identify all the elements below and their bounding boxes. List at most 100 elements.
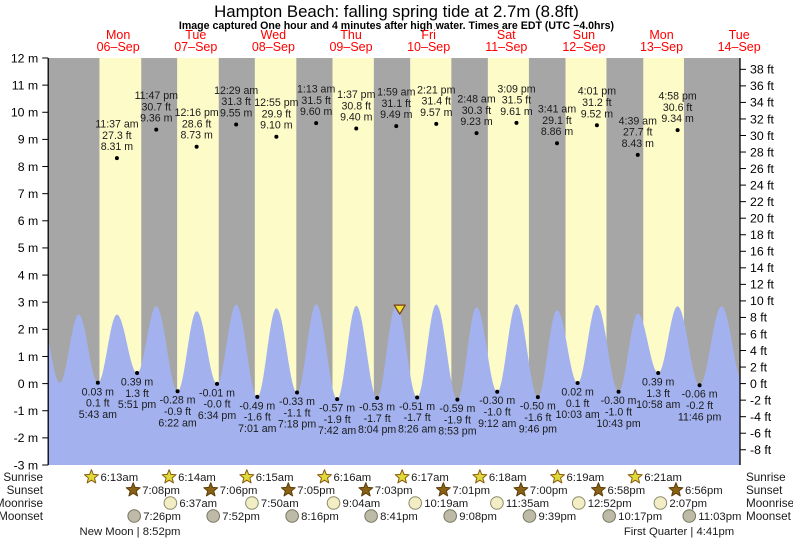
svg-text:5:43 am: 5:43 am xyxy=(79,409,117,421)
svg-text:31.1 ft: 31.1 ft xyxy=(382,98,412,110)
svg-text:7:01pm: 7:01pm xyxy=(452,485,490,497)
svg-text:34 ft: 34 ft xyxy=(750,96,775,110)
svg-text:-1.9 ft: -1.9 ft xyxy=(444,414,471,426)
svg-text:-1.1 ft: -1.1 ft xyxy=(283,407,310,419)
svg-text:9:12 am: 9:12 am xyxy=(478,418,516,430)
svg-text:38 ft: 38 ft xyxy=(750,63,775,77)
svg-text:5:51 pm: 5:51 pm xyxy=(118,399,156,411)
svg-text:26 ft: 26 ft xyxy=(750,162,775,176)
svg-text:8.43 m: 8.43 m xyxy=(622,138,655,150)
svg-text:22 ft: 22 ft xyxy=(750,195,775,209)
svg-text:7:18 pm: 7:18 pm xyxy=(278,419,316,431)
svg-text:11:37 am: 11:37 am xyxy=(95,119,139,131)
svg-text:12:55 pm: 12:55 pm xyxy=(254,97,298,109)
svg-text:11 m: 11 m xyxy=(12,78,38,92)
svg-text:6:18am: 6:18am xyxy=(489,472,527,484)
svg-text:10 m: 10 m xyxy=(11,106,38,120)
svg-text:8.73 m: 8.73 m xyxy=(180,130,213,142)
svg-text:10:19am: 10:19am xyxy=(424,498,468,510)
svg-text:First Quarter | 4:41pm: First Quarter | 4:41pm xyxy=(624,526,734,538)
svg-text:2:21 pm: 2:21 pm xyxy=(417,84,455,96)
svg-text:9:46 pm: 9:46 pm xyxy=(519,423,557,435)
svg-text:9.23 m: 9.23 m xyxy=(460,116,493,128)
svg-text:30.3 ft: 30.3 ft xyxy=(462,105,492,117)
svg-text:31.4 ft: 31.4 ft xyxy=(422,96,452,108)
svg-text:7:08pm: 7:08pm xyxy=(142,485,180,497)
svg-text:9:39pm: 9:39pm xyxy=(538,511,576,523)
svg-text:-1.9 ft: -1.9 ft xyxy=(324,414,351,426)
svg-text:6:13am: 6:13am xyxy=(100,472,138,484)
svg-text:-0.9 ft: -0.9 ft xyxy=(164,406,191,418)
svg-text:3:41 am: 3:41 am xyxy=(538,104,576,116)
svg-text:0.02 m: 0.02 m xyxy=(561,387,594,399)
svg-text:9 m: 9 m xyxy=(18,133,39,147)
svg-text:2 ft: 2 ft xyxy=(750,360,768,374)
svg-text:11:35am: 11:35am xyxy=(506,498,549,510)
svg-text:12:52pm: 12:52pm xyxy=(588,498,632,510)
svg-text:6:56pm: 6:56pm xyxy=(685,485,723,497)
svg-text:13–Sep: 13–Sep xyxy=(640,40,683,54)
svg-text:06–Sep: 06–Sep xyxy=(97,40,140,54)
svg-text:12 m: 12 m xyxy=(11,51,38,65)
svg-text:6:16am: 6:16am xyxy=(333,472,371,484)
svg-text:-2 m: -2 m xyxy=(14,431,39,445)
svg-text:10:43 pm: 10:43 pm xyxy=(596,418,640,430)
svg-text:30.7 ft: 30.7 ft xyxy=(142,101,172,113)
svg-text:Moonrise: Moonrise xyxy=(0,497,43,510)
svg-text:20 ft: 20 ft xyxy=(750,212,775,226)
svg-text:0.1 ft: 0.1 ft xyxy=(566,398,590,410)
svg-text:10:03 am: 10:03 am xyxy=(556,409,600,421)
svg-text:0.1 ft: 0.1 ft xyxy=(86,398,110,410)
svg-text:28 ft: 28 ft xyxy=(750,145,775,159)
svg-text:8 m: 8 m xyxy=(18,160,39,174)
svg-text:7 m: 7 m xyxy=(18,187,39,201)
svg-text:9.55 m: 9.55 m xyxy=(220,107,253,119)
svg-text:8:04 pm: 8:04 pm xyxy=(358,424,396,436)
svg-text:4:01 pm: 4:01 pm xyxy=(578,86,616,98)
svg-text:Sunrise: Sunrise xyxy=(3,471,43,484)
svg-text:7:26pm: 7:26pm xyxy=(143,511,181,523)
svg-text:1 m: 1 m xyxy=(18,350,39,364)
svg-text:29.9 ft: 29.9 ft xyxy=(262,108,292,120)
svg-text:10 ft: 10 ft xyxy=(750,294,775,308)
svg-text:31.3 ft: 31.3 ft xyxy=(221,96,251,108)
svg-text:12 ft: 12 ft xyxy=(750,278,775,292)
svg-text:8 ft: 8 ft xyxy=(750,311,768,325)
svg-text:6 m: 6 m xyxy=(18,214,39,228)
svg-text:4 m: 4 m xyxy=(18,268,39,282)
svg-text:10–Sep: 10–Sep xyxy=(407,40,450,54)
svg-text:0 ft: 0 ft xyxy=(750,377,768,391)
svg-text:-2 ft: -2 ft xyxy=(750,393,772,407)
svg-text:7:00pm: 7:00pm xyxy=(530,485,568,497)
svg-text:9.49 m: 9.49 m xyxy=(380,109,413,121)
svg-text:18 ft: 18 ft xyxy=(750,228,775,242)
svg-text:31.5 ft: 31.5 ft xyxy=(301,95,331,107)
svg-text:9.10 m: 9.10 m xyxy=(260,120,293,132)
svg-text:-0.0 ft: -0.0 ft xyxy=(203,399,230,411)
svg-text:6 ft: 6 ft xyxy=(750,327,768,341)
svg-text:Sunset: Sunset xyxy=(746,484,783,497)
svg-text:-0.50 m: -0.50 m xyxy=(520,401,556,413)
svg-text:8:26 am: 8:26 am xyxy=(398,424,436,436)
svg-text:1.3 ft: 1.3 ft xyxy=(646,388,670,400)
svg-text:-0.53 m: -0.53 m xyxy=(359,401,395,413)
svg-text:-0.01 m: -0.01 m xyxy=(199,387,235,399)
svg-text:1.3 ft: 1.3 ft xyxy=(125,388,149,400)
svg-text:9.57 m: 9.57 m xyxy=(420,107,453,119)
svg-text:-1.6 ft: -1.6 ft xyxy=(244,412,271,424)
svg-text:16 ft: 16 ft xyxy=(750,245,775,259)
svg-text:2 m: 2 m xyxy=(18,323,39,337)
svg-text:9.40 m: 9.40 m xyxy=(340,112,373,124)
svg-text:9:08pm: 9:08pm xyxy=(459,511,497,523)
svg-text:08–Sep: 08–Sep xyxy=(252,40,295,54)
svg-text:7:52pm: 7:52pm xyxy=(222,511,260,523)
svg-text:9.60 m: 9.60 m xyxy=(300,106,333,118)
svg-text:Sunset: Sunset xyxy=(7,484,44,497)
svg-text:07–Sep: 07–Sep xyxy=(174,40,217,54)
svg-text:11:46 pm: 11:46 pm xyxy=(678,411,722,423)
svg-text:1:13 am: 1:13 am xyxy=(297,84,335,96)
svg-text:Hampton Beach: falling spring: Hampton Beach: falling spring tide at 2.… xyxy=(214,2,579,21)
svg-text:6:22 am: 6:22 am xyxy=(158,417,196,429)
svg-text:-0.30 m: -0.30 m xyxy=(601,395,637,407)
svg-text:6:58pm: 6:58pm xyxy=(607,485,645,497)
